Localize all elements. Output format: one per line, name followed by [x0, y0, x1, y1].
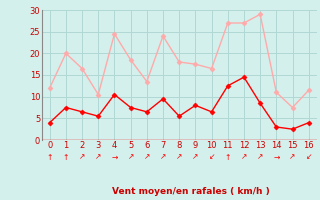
Text: ↑: ↑	[46, 152, 53, 162]
Text: ↙: ↙	[306, 152, 312, 162]
Text: ↗: ↗	[176, 152, 182, 162]
Text: ↑: ↑	[63, 152, 69, 162]
Text: ↗: ↗	[257, 152, 263, 162]
Text: →: →	[273, 152, 279, 162]
Text: ↗: ↗	[127, 152, 134, 162]
Text: →: →	[111, 152, 118, 162]
Text: ↙: ↙	[208, 152, 215, 162]
Text: ↗: ↗	[241, 152, 247, 162]
Text: ↗: ↗	[192, 152, 199, 162]
Text: ↗: ↗	[160, 152, 166, 162]
Text: ↗: ↗	[144, 152, 150, 162]
Text: ↑: ↑	[225, 152, 231, 162]
Text: Vent moyen/en rafales ( km/h ): Vent moyen/en rafales ( km/h )	[112, 187, 269, 196]
Text: ↗: ↗	[95, 152, 101, 162]
Text: ↗: ↗	[79, 152, 85, 162]
Text: ↗: ↗	[289, 152, 296, 162]
